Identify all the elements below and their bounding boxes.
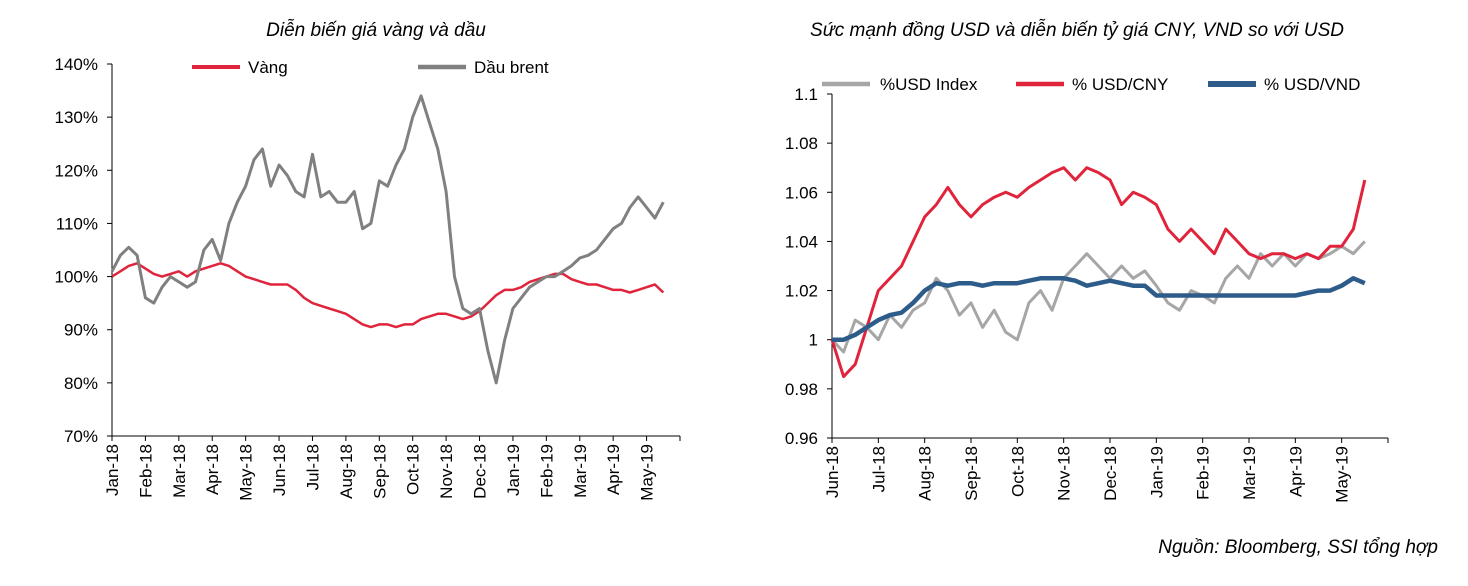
- x-tick-label: Dec-18: [1101, 446, 1120, 501]
- x-tick-label: Nov-18: [437, 444, 456, 499]
- x-tick-label: Mar-18: [170, 444, 189, 498]
- x-tick-label: Mar-19: [1240, 446, 1259, 500]
- x-tick-label: Jan-19: [1147, 446, 1166, 498]
- source-note: Nguồn: Bloomberg, SSI tổng hợp: [1158, 537, 1438, 558]
- legend-label: % USD/CNY: [1072, 75, 1168, 94]
- x-tick-label: Apr-19: [1286, 446, 1305, 497]
- y-tick-label: 0.96: [785, 429, 818, 448]
- chart1-title: Diễn biến giá vàng và dầu: [266, 20, 486, 41]
- x-tick-label: May-18: [237, 444, 256, 501]
- y-tick-label: 130%: [55, 108, 98, 127]
- y-tick-label: 1.02: [785, 282, 818, 301]
- x-tick-label: Mar-19: [571, 444, 590, 498]
- x-tick-label: May-19: [1333, 446, 1352, 503]
- x-tick-label: Jun-18: [823, 446, 842, 498]
- y-tick-label: 1.1: [794, 85, 818, 104]
- x-tick-label: Feb-18: [136, 444, 155, 498]
- x-tick-label: Jul-18: [869, 446, 888, 492]
- chart2-title: Sức mạnh đồng USD và diễn biến tỷ giá CN…: [810, 20, 1344, 41]
- usd-strength-chart: Sức mạnh đồng USD và diễn biến tỷ giá CN…: [785, 20, 1389, 503]
- y-tick-label: 110%: [56, 214, 98, 233]
- series-line-1: [111, 262, 665, 329]
- x-tick-label: Apr-18: [203, 444, 222, 495]
- y-tick-label: 100%: [55, 268, 98, 287]
- x-tick-label: Feb-19: [1194, 446, 1213, 500]
- legend-label: Dầu brent: [474, 58, 549, 77]
- x-tick-label: Aug-18: [916, 446, 935, 501]
- x-tick-label: Aug-18: [337, 444, 356, 499]
- x-tick-label: Nov-18: [1055, 446, 1074, 501]
- x-tick-label: May-19: [638, 444, 657, 501]
- y-tick-label: 120%: [55, 161, 98, 180]
- y-tick-label: 1.06: [785, 183, 818, 202]
- x-tick-label: Sep-18: [962, 446, 981, 501]
- x-tick-label: Jul-18: [303, 444, 322, 490]
- legend-label: %USD Index: [880, 75, 978, 94]
- y-tick-label: 140%: [55, 55, 98, 74]
- y-tick-label: 1.04: [785, 232, 818, 251]
- x-tick-label: Apr-19: [604, 444, 623, 495]
- x-tick-label: Jan-18: [103, 444, 122, 496]
- series-line-2: [830, 166, 1367, 379]
- y-tick-label: 90%: [64, 321, 98, 340]
- x-tick-label: Dec-18: [471, 444, 490, 499]
- x-tick-label: Oct-18: [404, 444, 423, 495]
- gold-oil-chart: Diễn biến giá vàng và dầu 70% 80% 90% 100% 1…: [55, 20, 681, 501]
- legend-label: % USD/VND: [1264, 75, 1360, 94]
- x-tick-label: Jan-19: [504, 444, 523, 496]
- x-tick-label: Sep-18: [370, 444, 389, 499]
- y-tick-label: 1.08: [785, 134, 818, 153]
- x-tick-label: Feb-19: [537, 444, 556, 498]
- legend-label: Vàng: [248, 58, 288, 77]
- series-line-3: [832, 276, 1366, 342]
- y-tick-label: 70%: [64, 427, 98, 446]
- x-tick-label: Jun-18: [270, 444, 289, 496]
- y-tick-label: 0.98: [785, 380, 818, 399]
- series-line-1: [830, 240, 1366, 354]
- y-tick-label: 80%: [64, 374, 98, 393]
- series-line-2: [110, 94, 665, 385]
- x-tick-label: Oct-18: [1008, 446, 1027, 497]
- y-tick-label: 1: [809, 331, 818, 350]
